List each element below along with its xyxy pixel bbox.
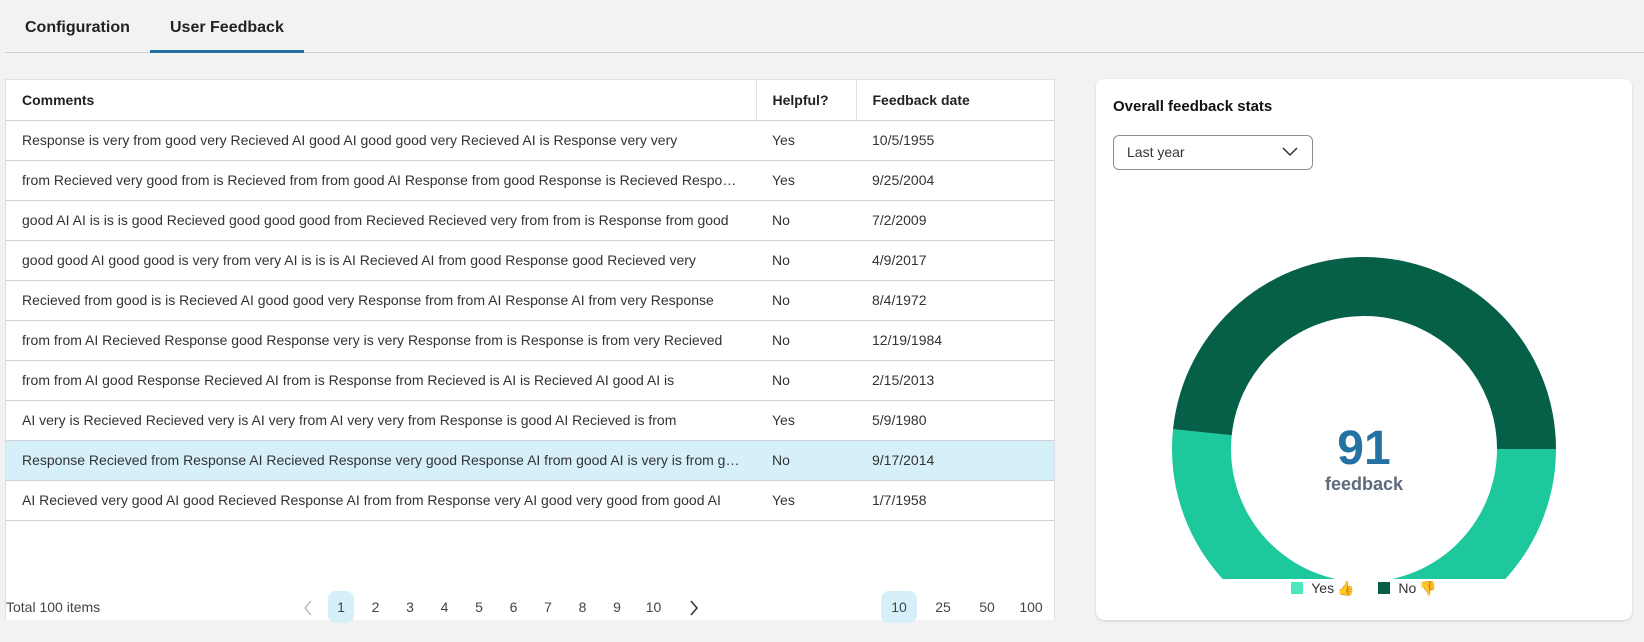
page-button[interactable]: 3 xyxy=(406,599,414,615)
tab-configuration[interactable]: Configuration xyxy=(25,19,130,36)
next-page-button[interactable] xyxy=(686,591,702,623)
table-row[interactable]: Response is very from good very Recieved… xyxy=(6,120,1054,161)
column-header-comments[interactable]: Comments xyxy=(6,80,757,121)
table-row[interactable]: from Recieved very good from is Recieved… xyxy=(6,160,1054,201)
table-row[interactable]: from from AI good Response Recieved AI f… xyxy=(6,360,1054,401)
page-button[interactable]: 9 xyxy=(613,599,621,615)
tab-bar: Configuration User Feedback xyxy=(5,0,1644,53)
feedback-donut-chart: 91 feedback xyxy=(1172,256,1556,579)
helpful-cell: Yes xyxy=(756,160,856,201)
date-cell: 2/15/2013 xyxy=(856,360,1054,401)
date-cell: 10/5/1955 xyxy=(856,120,1054,161)
helpful-cell: No xyxy=(756,200,856,241)
helpful-cell: Yes xyxy=(756,400,856,441)
page-button[interactable]: 10 xyxy=(645,599,662,615)
date-cell: 7/2/2009 xyxy=(856,200,1054,241)
comment-cell: good AI AI is is is good Recieved good g… xyxy=(6,200,756,241)
comment-cell: Response is very from good very Recieved… xyxy=(6,120,756,161)
time-range-dropdown[interactable]: Last year xyxy=(1113,135,1313,170)
comment-cell: Response Recieved from Response AI Recie… xyxy=(6,440,756,481)
date-cell: 12/19/1984 xyxy=(856,320,1054,361)
helpful-cell: No xyxy=(756,440,856,481)
legend-yes-swatch xyxy=(1291,582,1304,595)
date-cell: 4/9/2017 xyxy=(856,240,1054,281)
page-size-option[interactable]: 25 xyxy=(935,599,951,615)
table-row[interactable]: good AI AI is is is good Recieved good g… xyxy=(6,200,1054,241)
page-button[interactable]: 7 xyxy=(544,599,552,615)
comment-cell: good good AI good good is very from very… xyxy=(6,240,756,281)
page-size-option[interactable]: 50 xyxy=(979,599,995,615)
total-count: 91 xyxy=(1337,422,1390,475)
comment-cell: AI Recieved very good AI good Recieved R… xyxy=(6,480,756,521)
table-row[interactable]: AI Recieved very good AI good Recieved R… xyxy=(6,480,1054,521)
feedback-table: Comments Helpful? Feedback date Response… xyxy=(6,80,1054,521)
helpful-cell: No xyxy=(756,360,856,401)
total-items: Total 100 items xyxy=(6,599,101,615)
legend-yes-label[interactable]: Yes xyxy=(1311,580,1335,597)
helpful-cell: No xyxy=(756,320,856,361)
feedback-table-card: Comments Helpful? Feedback date Response… xyxy=(5,79,1055,623)
page-button[interactable]: 1 xyxy=(328,591,354,623)
stats-title: Overall feedback stats xyxy=(1113,98,1273,115)
thumbs-down-icon: 👎 xyxy=(1419,579,1437,596)
prev-page-button[interactable] xyxy=(300,591,316,623)
date-cell: 1/7/1958 xyxy=(856,480,1054,521)
helpful-cell: No xyxy=(756,240,856,281)
helpful-cell: No xyxy=(756,280,856,321)
legend-no-label[interactable]: No xyxy=(1398,580,1417,597)
tab-user-feedback[interactable]: User Feedback xyxy=(150,17,304,53)
chevron-down-icon xyxy=(1282,147,1298,157)
total-label: feedback xyxy=(1325,474,1404,494)
helpful-cell: Yes xyxy=(756,480,856,521)
time-range-value: Last year xyxy=(1127,144,1185,160)
page-button[interactable]: 6 xyxy=(509,599,518,615)
thumbs-up-icon: 👍 xyxy=(1337,579,1355,596)
page-size-option[interactable]: 100 xyxy=(1019,599,1043,615)
table-row[interactable]: Response Recieved from Response AI Recie… xyxy=(6,440,1054,481)
date-cell: 5/9/1980 xyxy=(856,400,1054,441)
table-row[interactable]: from from AI Recieved Response good Resp… xyxy=(6,320,1054,361)
helpful-cell: Yes xyxy=(756,120,856,161)
date-cell: 9/17/2014 xyxy=(856,440,1054,481)
table-row[interactable]: AI very is Recieved Recieved very is AI … xyxy=(6,400,1054,441)
comment-cell: AI very is Recieved Recieved very is AI … xyxy=(6,400,756,441)
column-header-helpful[interactable]: Helpful? xyxy=(756,80,857,121)
table-row[interactable]: good good AI good good is very from very… xyxy=(6,240,1054,281)
page-button[interactable]: 4 xyxy=(440,599,449,615)
comment-cell: from from AI good Response Recieved AI f… xyxy=(6,360,756,401)
page-button[interactable]: 8 xyxy=(578,599,587,615)
chart-legend: Yes 👍 No 👎 xyxy=(1096,579,1632,597)
donut-slice-no[interactable] xyxy=(1173,256,1556,449)
chevron-left-icon xyxy=(304,600,312,616)
chevron-right-icon xyxy=(690,600,698,616)
legend-no-swatch xyxy=(1378,582,1391,595)
donut-slice-yes[interactable] xyxy=(1172,429,1556,579)
date-cell: 9/25/2004 xyxy=(856,160,1054,201)
table-row[interactable]: Recieved from good is is Recieved AI goo… xyxy=(6,280,1054,321)
comment-cell: from Recieved very good from is Recieved… xyxy=(6,160,756,201)
page-button[interactable]: 2 xyxy=(371,599,380,615)
pagination: Total 100 items 1 2 3 4 5 6 7 8 9 10 10 25 50 100 xyxy=(6,591,1054,623)
column-header-date[interactable]: Feedback date xyxy=(856,80,1054,121)
date-cell: 8/4/1972 xyxy=(856,280,1054,321)
page-size-option[interactable]: 10 xyxy=(881,591,917,623)
comment-cell: from from AI Recieved Response good Resp… xyxy=(6,320,756,361)
feedback-stats-card: Overall feedback stats Last year 91 feed… xyxy=(1096,79,1632,620)
page-button[interactable]: 5 xyxy=(475,599,483,615)
comment-cell: Recieved from good is is Recieved AI goo… xyxy=(6,280,756,321)
